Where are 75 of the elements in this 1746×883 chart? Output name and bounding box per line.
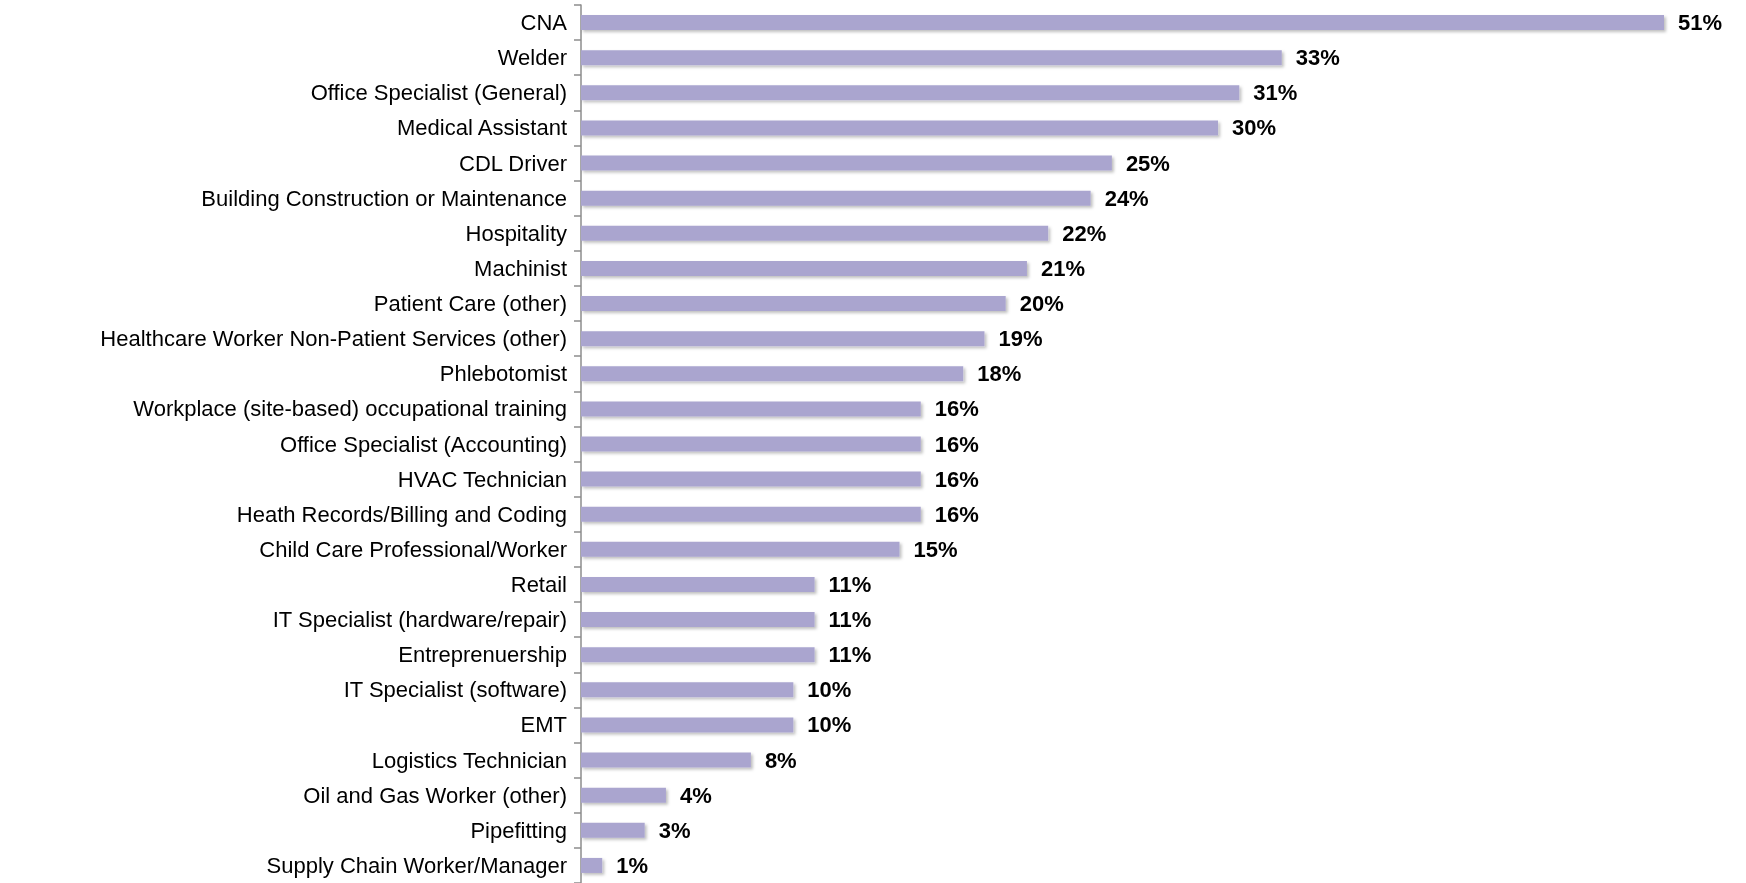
data-label: 16%: [934, 396, 979, 422]
data-label: 22%: [1062, 220, 1107, 246]
bar: [581, 85, 1240, 101]
data-label: 33%: [1295, 45, 1340, 71]
data-label: 4%: [679, 782, 712, 808]
y-tick-label: Child Care Professional/Worker: [259, 536, 567, 562]
data-label: 51%: [1678, 10, 1723, 36]
y-tick-label: Office Specialist (General): [310, 80, 567, 106]
data-label: 1%: [616, 852, 649, 878]
data-label: 11%: [828, 607, 872, 633]
y-tick-label: EMT: [520, 712, 567, 738]
bar: [581, 436, 921, 452]
y-tick-label: Healthcare Worker Non-Patient Services (other): [100, 326, 567, 352]
bar: [581, 190, 1091, 206]
bar: [581, 331, 985, 347]
bar: [581, 366, 964, 382]
data-label: 11%: [828, 571, 872, 597]
data-label: 3%: [658, 817, 691, 843]
bar: [581, 612, 815, 628]
data-label: 16%: [934, 466, 979, 492]
bar: [581, 541, 900, 557]
data-label: 16%: [934, 431, 979, 457]
y-tick-label: Logistics Technician: [371, 747, 567, 773]
bar: [581, 50, 1282, 66]
bar: [581, 787, 666, 803]
data-label: 8%: [764, 747, 797, 773]
bar: [581, 401, 921, 417]
data-label: 31%: [1253, 80, 1298, 106]
bar: [581, 682, 794, 698]
y-tick-label: CNA: [520, 10, 568, 36]
y-tick-label: HVAC Technician: [397, 466, 567, 492]
y-tick-label: CDL Driver: [459, 150, 567, 176]
y-tick-label: Oil and Gas Worker (other): [303, 782, 567, 808]
data-label: 19%: [998, 326, 1043, 352]
bar: [581, 857, 603, 873]
y-tick-label: Office Specialist (Accounting): [280, 431, 567, 457]
bar: [581, 576, 815, 592]
y-tick-label: Welder: [497, 45, 567, 71]
data-label: 16%: [934, 501, 979, 527]
data-label: 30%: [1232, 115, 1277, 141]
y-tick-label: Hospitality: [465, 220, 567, 246]
y-tick-label: Pipefitting: [470, 817, 567, 843]
y-tick-label: Medical Assistant: [397, 115, 567, 141]
bar: [581, 120, 1219, 136]
y-tick-label: Patient Care (other): [373, 291, 567, 317]
bar: [581, 647, 815, 663]
data-label: 21%: [1040, 255, 1085, 281]
bar: [581, 260, 1027, 276]
bar: [581, 225, 1049, 241]
bar: [581, 155, 1112, 171]
data-label: 18%: [977, 361, 1022, 387]
y-tick-label: Phlebotomist: [439, 361, 567, 387]
y-tick-label: Heath Records/Billing and Coding: [236, 501, 567, 527]
bar: [581, 822, 645, 838]
data-label: 10%: [807, 712, 852, 738]
data-label: 15%: [913, 536, 958, 562]
y-tick-label: IT Specialist (software): [343, 677, 567, 703]
y-tick-label: Building Construction or Maintenance: [201, 185, 567, 211]
data-label: 11%: [828, 642, 872, 668]
bar: [581, 717, 794, 733]
y-tick-label: Supply Chain Worker/Manager: [266, 852, 567, 878]
bar: [581, 296, 1006, 312]
data-label: 24%: [1104, 185, 1149, 211]
data-label: 25%: [1125, 150, 1170, 176]
y-tick-label: Machinist: [474, 255, 567, 281]
y-tick-label: IT Specialist (hardware/repair): [272, 607, 567, 633]
bar: [581, 506, 921, 522]
data-label: 20%: [1019, 291, 1064, 317]
y-tick-label: Entreprenuership: [398, 642, 567, 668]
y-tick-label: Workplace (site-based) occupational training: [133, 396, 567, 422]
bar: [581, 15, 1664, 31]
data-label: 10%: [807, 677, 852, 703]
y-tick-label: Retail: [510, 571, 567, 597]
bar: [581, 471, 921, 487]
bar: [581, 752, 751, 768]
